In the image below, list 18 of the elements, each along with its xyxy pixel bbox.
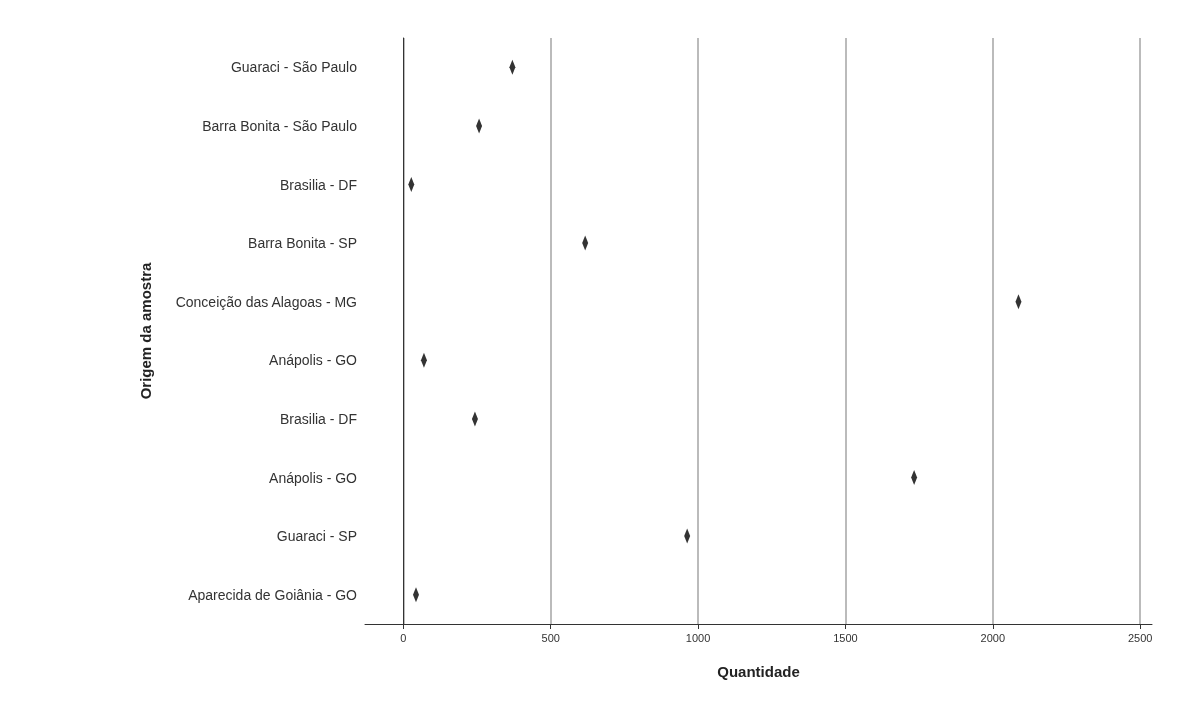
x-tick-label: 500 bbox=[541, 631, 560, 644]
x-tick-label: 1500 bbox=[833, 631, 858, 644]
y-tick-label: Guaraci - SP bbox=[276, 528, 357, 545]
y-tick-label: Conceição das Alagoas - MG bbox=[175, 293, 357, 310]
x-axis-title: Quantidade bbox=[717, 663, 800, 680]
y-tick-label: Brasilia - DF bbox=[279, 410, 357, 427]
x-tick-label: 2500 bbox=[1127, 631, 1153, 644]
x-tick-label: 0 bbox=[400, 631, 407, 644]
y-tick-label: Anápolis - GO bbox=[269, 352, 358, 369]
y-tick-label: Brasilia - DF bbox=[279, 176, 357, 193]
y-tick-label: Barra Bonita - São Paulo bbox=[202, 117, 358, 134]
y-tick-label: Aparecida de Goiânia - GO bbox=[188, 586, 358, 603]
y-tick-label: Barra Bonita - SP bbox=[248, 235, 357, 252]
x-tick-label: 2000 bbox=[980, 631, 1006, 644]
x-tick-label: 1000 bbox=[685, 631, 711, 644]
y-tick-label: Anápolis - GO bbox=[269, 469, 358, 486]
y-tick-label: Guaraci - São Paulo bbox=[230, 59, 358, 76]
y-axis-title: Origem da amostra bbox=[137, 261, 154, 400]
